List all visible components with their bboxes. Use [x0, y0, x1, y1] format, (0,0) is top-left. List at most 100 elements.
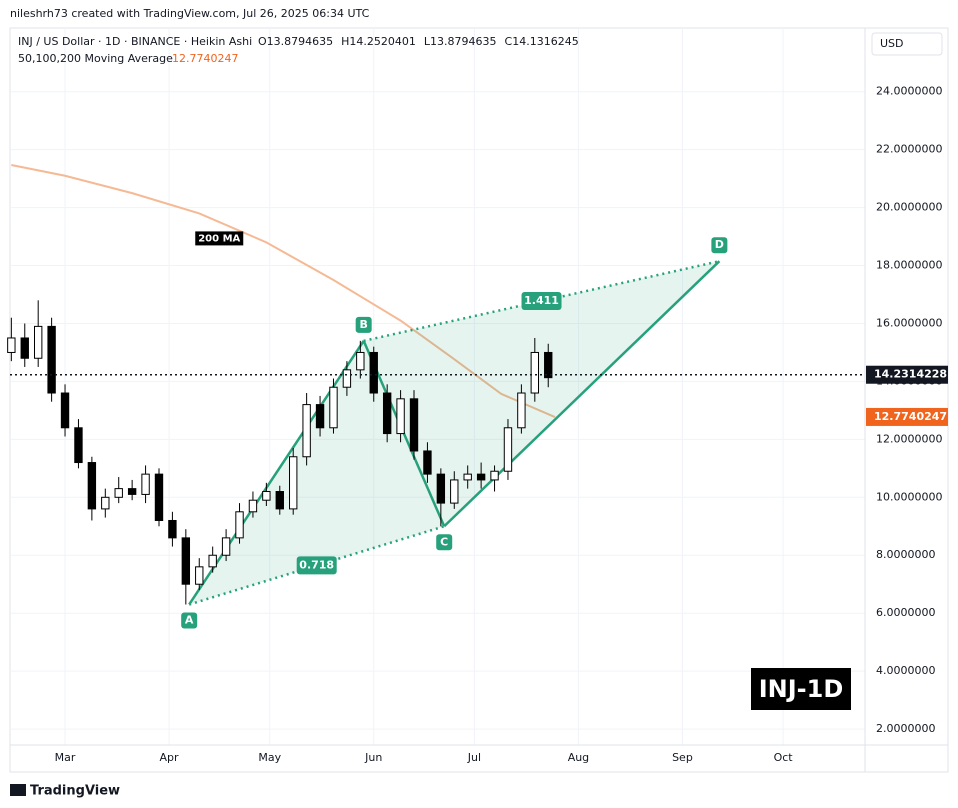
candle-body	[396, 398, 405, 435]
candle-body	[87, 462, 97, 510]
y-tick-label: 24.0000000	[876, 85, 942, 98]
y-tick-label: 6.0000000	[876, 606, 936, 619]
ma-label-box	[195, 231, 244, 246]
candle-body	[208, 554, 217, 568]
ohlc-value: C14.1316245	[505, 35, 579, 48]
point-box	[181, 612, 198, 629]
ma-label: 200 MA	[195, 231, 244, 246]
point-box	[711, 237, 728, 254]
pattern-ratio-line	[363, 259, 720, 343]
candle-body	[33, 325, 43, 359]
y-tick-label: 4.0000000	[876, 664, 936, 677]
plot: 200 MA 0.718 1.411 A B C D	[7, 28, 865, 745]
candle-body	[289, 456, 298, 510]
price-label: 14.2314228	[874, 368, 947, 381]
candle-body	[168, 519, 177, 539]
x-tick-label: May	[258, 751, 281, 764]
candle-body	[275, 491, 284, 510]
candle-body	[436, 473, 446, 504]
x-tick-label: Jun	[364, 751, 382, 764]
y-tick-label: 20.0000000	[876, 201, 942, 214]
candle-body	[450, 479, 459, 504]
candle-body	[235, 511, 244, 539]
x-tick-label: Oct	[774, 751, 794, 764]
currency: USD	[880, 37, 904, 50]
candle-body	[476, 473, 486, 481]
currency-button[interactable]	[871, 32, 943, 56]
candle-body	[544, 351, 553, 379]
ratio-box	[521, 292, 562, 311]
y-tick-label: 12.0000000	[876, 432, 942, 445]
x-tick-label: Aug	[568, 751, 589, 764]
candle-body	[127, 488, 137, 495]
x-tick-label: Mar	[55, 751, 76, 764]
candle-body	[181, 537, 191, 585]
y-tick-label: 22.0000000	[876, 143, 942, 156]
frame	[9, 27, 949, 773]
ma-label-text: 200 MA	[198, 233, 240, 244]
candle-body	[262, 491, 271, 501]
ohlc-value: H14.2520401	[341, 35, 416, 48]
y-tick-label: 8.0000000	[876, 548, 936, 561]
pattern-fill	[363, 261, 720, 527]
candle-body	[463, 473, 472, 481]
candle-body	[7, 337, 16, 353]
point-box	[355, 316, 372, 333]
candle-body	[517, 392, 526, 429]
point-label: B	[359, 318, 367, 331]
candle-body	[248, 499, 258, 513]
y-tick-label: 2.0000000	[876, 722, 936, 735]
candle-body	[141, 473, 150, 495]
candle-body	[74, 427, 83, 464]
y-tick-label: 10.0000000	[876, 490, 942, 503]
candle-body	[342, 369, 352, 388]
watermark-box	[751, 668, 851, 710]
candle-body	[195, 566, 204, 585]
symbol: INJ / US Dollar · 1D · BINANCE · Heikin …	[18, 35, 252, 48]
ma-legend-value: 12.7740247	[172, 52, 238, 65]
price-label-box	[866, 407, 948, 426]
y-tick-label: 18.0000000	[876, 259, 942, 272]
logo-icon	[10, 784, 26, 796]
ratio-label: 0.718	[299, 558, 334, 571]
x-tick-label: Apr	[160, 751, 180, 764]
point-label: D	[715, 238, 724, 251]
pattern-fill	[189, 340, 445, 605]
candle-body	[490, 470, 499, 481]
ratio-box	[296, 556, 337, 575]
watermark: INJ-1D	[759, 675, 844, 703]
candle-body	[47, 325, 56, 394]
candle-body	[60, 392, 70, 429]
x-tick-label: Sep	[672, 751, 693, 764]
point-box	[436, 534, 453, 551]
ratio-label: 1.411	[524, 294, 559, 307]
pattern-leg	[443, 260, 721, 528]
ma-legend: 50,100,200 Moving Average	[18, 52, 173, 65]
pattern-leg	[188, 340, 365, 606]
candle-body	[114, 488, 123, 498]
price-label: 12.7740247	[874, 410, 947, 423]
candle-body	[382, 392, 392, 435]
credit: nileshrh73 created with TradingView.com,…	[10, 7, 370, 20]
footer-logo: TradingView	[30, 784, 120, 799]
candle-body	[302, 404, 311, 458]
candle-body	[369, 351, 378, 394]
candle-body	[503, 427, 513, 472]
x-tick-label: Jul	[467, 751, 481, 764]
y-tick-label: 16.0000000	[876, 316, 942, 329]
candle-body	[329, 386, 338, 429]
candle-body	[423, 450, 432, 475]
candle-body	[315, 404, 325, 429]
point-label: C	[440, 535, 448, 548]
candle-body	[530, 351, 540, 394]
candle-body	[154, 473, 164, 521]
point-label: A	[185, 613, 194, 626]
candle-body	[356, 351, 365, 371]
candle-body	[101, 496, 110, 510]
price-label-box	[866, 365, 948, 384]
ohlc-value: O13.8794635	[258, 35, 333, 48]
candle-body	[221, 537, 231, 556]
candle-body	[409, 398, 419, 452]
candle-body	[20, 337, 29, 359]
